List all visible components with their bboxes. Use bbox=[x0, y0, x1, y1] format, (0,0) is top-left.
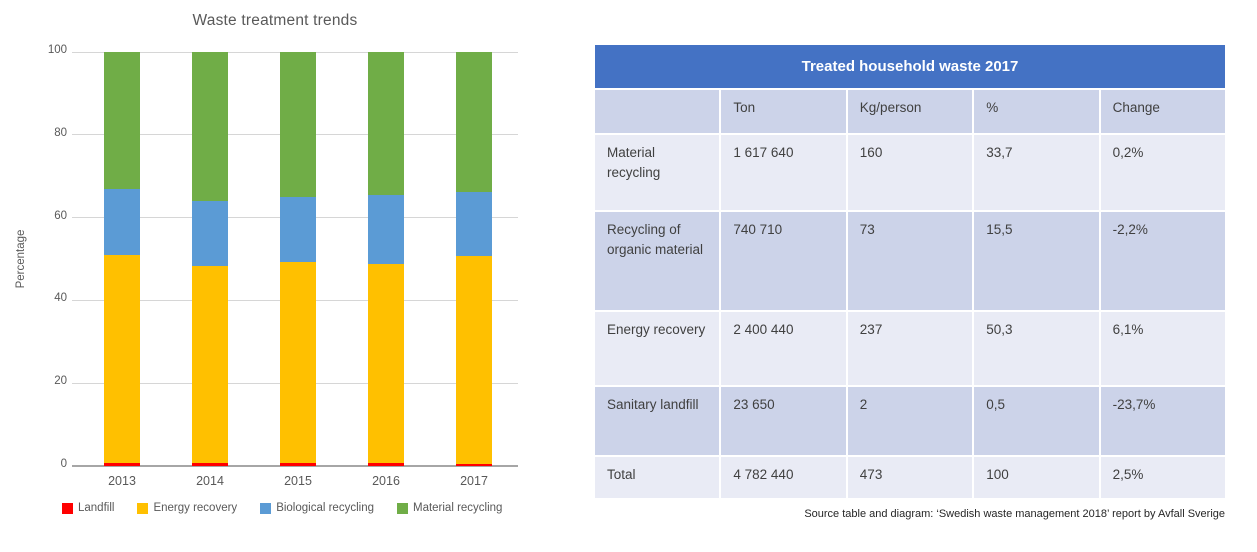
segment-landfill bbox=[280, 462, 316, 466]
legend-label: Landfill bbox=[78, 502, 115, 514]
segment-material-recycling bbox=[368, 52, 404, 196]
column-header: Change bbox=[1100, 90, 1225, 133]
table-cell: 33,7 bbox=[974, 135, 1099, 210]
table-cell: 100 bbox=[974, 457, 1099, 498]
legend-label: Material recycling bbox=[412, 502, 503, 514]
segment-energy-recovery bbox=[104, 255, 140, 464]
segment-biological-recycling bbox=[280, 197, 316, 262]
chart-legend: Landfill Energy recovery Biological recycl… bbox=[62, 502, 502, 514]
segment-material-recycling bbox=[456, 52, 492, 192]
source-note: Source table and diagram: ‘Swedish waste… bbox=[804, 508, 1225, 520]
legend-swatch-icon bbox=[62, 502, 73, 514]
segment-energy-recovery bbox=[192, 265, 228, 463]
x-tick-label: 2016 bbox=[372, 474, 400, 488]
table-cell: 1 617 640 bbox=[721, 135, 846, 210]
table-cell: 160 bbox=[847, 135, 973, 210]
x-tick-label: 2013 bbox=[108, 474, 136, 488]
bars-group bbox=[78, 52, 518, 466]
column-header: % bbox=[974, 90, 1099, 133]
legend-swatch-icon bbox=[137, 502, 149, 514]
legend-swatch-icon bbox=[396, 502, 408, 514]
table-cell: 473 bbox=[847, 457, 973, 498]
segment-energy-recovery bbox=[280, 261, 316, 463]
segment-biological-recycling bbox=[456, 191, 492, 256]
x-tick-label: 2017 bbox=[460, 474, 488, 488]
table-cell: 0,2% bbox=[1100, 135, 1225, 210]
stacked-bar-2015 bbox=[280, 52, 316, 466]
legend-item: Energy recovery bbox=[137, 502, 237, 514]
stacked-bar-2017 bbox=[456, 52, 492, 466]
row-label: Total bbox=[595, 457, 720, 498]
legend-swatch-icon bbox=[260, 502, 272, 514]
table-cell: 2 bbox=[847, 387, 973, 455]
table-cell: 23 650 bbox=[721, 387, 846, 455]
plot-area: 0 20 40 60 80 100 bbox=[48, 44, 518, 470]
table-cell: -2,2% bbox=[1100, 212, 1225, 310]
segment-landfill bbox=[456, 463, 492, 466]
table-cell: 2 400 440 bbox=[721, 312, 846, 385]
x-tick-label: 2014 bbox=[196, 474, 224, 488]
table-cell: 2,5% bbox=[1100, 457, 1225, 498]
table-grid: Ton Kg/person % Change Material recyclin… bbox=[595, 90, 1225, 498]
table-cell: 4 782 440 bbox=[721, 457, 846, 498]
y-tick-label: 100 bbox=[47, 44, 67, 56]
table-cell: 0,5 bbox=[974, 387, 1099, 455]
row-label: Sanitary landfill bbox=[595, 387, 720, 455]
legend-item: Material recycling bbox=[396, 502, 503, 514]
column-header: Ton bbox=[721, 90, 846, 133]
table-title: Treated household waste 2017 bbox=[595, 45, 1225, 88]
y-tick-label: 40 bbox=[54, 292, 67, 305]
table-cell: 237 bbox=[847, 312, 973, 385]
table-cell: 6,1% bbox=[1100, 312, 1225, 385]
y-tick-label: 20 bbox=[54, 375, 67, 388]
y-tick-label: 60 bbox=[54, 209, 67, 222]
gridline bbox=[72, 51, 518, 53]
column-header: Kg/person bbox=[847, 90, 973, 133]
table-cell: 740 710 bbox=[721, 212, 846, 310]
stacked-bar-2014 bbox=[192, 52, 228, 466]
segment-biological-recycling bbox=[368, 195, 404, 264]
x-axis-line bbox=[72, 465, 518, 467]
y-tick-label: 0 bbox=[60, 458, 67, 470]
segment-landfill bbox=[368, 463, 404, 466]
stacked-bar-2013 bbox=[104, 52, 140, 466]
segment-energy-recovery bbox=[368, 263, 404, 464]
legend-item: Biological recycling bbox=[260, 502, 374, 514]
legend-label: Energy recovery bbox=[153, 502, 238, 514]
segment-landfill bbox=[192, 462, 228, 466]
row-label: Material recycling bbox=[595, 135, 720, 210]
chart-title: Waste treatment trends bbox=[192, 12, 358, 29]
legend-item: Landfill bbox=[62, 502, 114, 514]
legend-label: Biological recycling bbox=[276, 502, 374, 514]
segment-material-recycling bbox=[192, 52, 228, 201]
segment-landfill bbox=[104, 463, 140, 466]
segment-biological-recycling bbox=[192, 200, 228, 266]
waste-treatment-chart: Waste treatment trends Percentage 0 20 40 6… bbox=[0, 0, 560, 552]
row-label: Recycling of organic material bbox=[595, 212, 720, 310]
table-cell: -23,7% bbox=[1100, 387, 1225, 455]
column-header bbox=[595, 90, 720, 133]
table-cell: 73 bbox=[847, 212, 973, 310]
segment-material-recycling bbox=[104, 52, 140, 190]
x-axis-labels: 2013 2014 2015 2016 2017 bbox=[78, 474, 518, 488]
x-tick-label: 2015 bbox=[284, 474, 312, 488]
table-cell: 50,3 bbox=[974, 312, 1099, 385]
y-tick-label: 80 bbox=[54, 126, 67, 139]
row-label: Energy recovery bbox=[595, 312, 720, 385]
stacked-bar-2016 bbox=[368, 52, 404, 466]
treated-waste-table: Treated household waste 2017 Ton Kg/pers… bbox=[595, 45, 1225, 498]
y-axis-title: Percentage bbox=[15, 229, 27, 289]
segment-material-recycling bbox=[280, 52, 316, 198]
table-cell: 15,5 bbox=[974, 212, 1099, 310]
segment-energy-recovery bbox=[456, 255, 492, 464]
segment-biological-recycling bbox=[104, 189, 140, 256]
